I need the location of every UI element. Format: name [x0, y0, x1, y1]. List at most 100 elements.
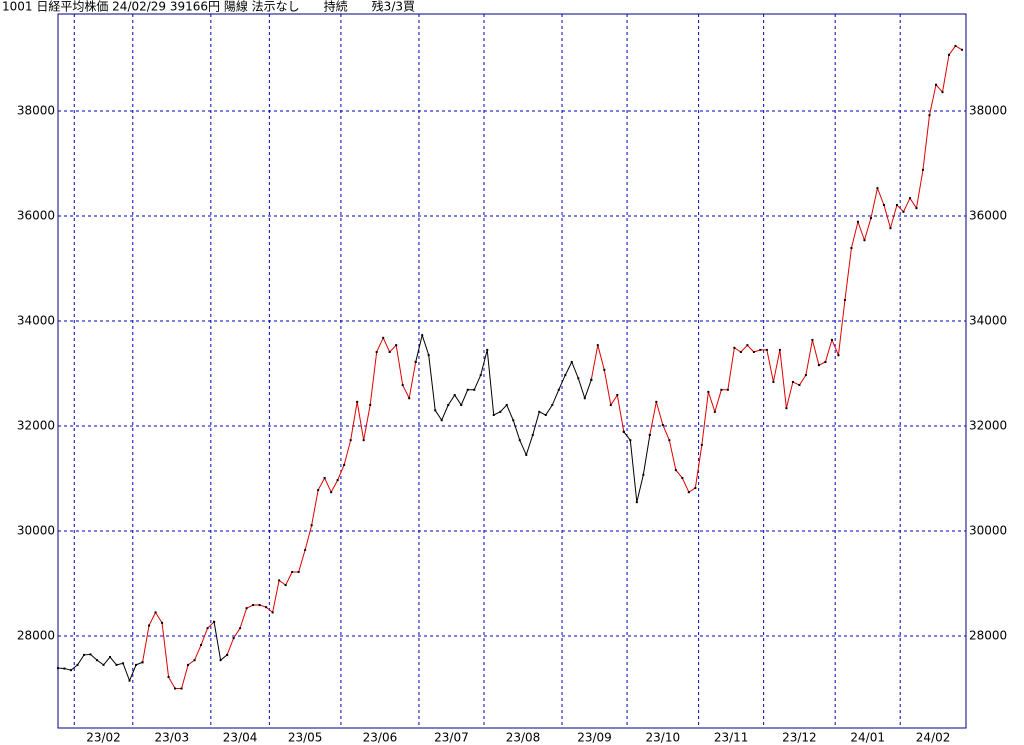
price-dot [531, 433, 534, 436]
chart-title: 1001 日経平均株価 24/02/29 39166円 陽線 法示なし 持続 残… [2, 0, 415, 14]
price-dot [518, 439, 521, 442]
price-dot [245, 607, 248, 610]
price-dot [122, 662, 125, 665]
price-dot [538, 410, 541, 413]
x-tick-label: 23/10 [646, 731, 681, 745]
x-tick-label: 23/08 [506, 731, 541, 745]
price-dot [655, 400, 658, 403]
price-dot [89, 653, 92, 656]
price-dot [687, 491, 690, 494]
price-dot [213, 620, 216, 623]
price-dot [817, 364, 820, 367]
price-dot [551, 404, 554, 407]
price-dot [369, 404, 372, 407]
y-tick-label-right: 36000 [969, 209, 1007, 223]
price-dot [843, 299, 846, 302]
price-dot [135, 663, 138, 666]
price-dot [908, 197, 911, 200]
price-line [590, 345, 625, 432]
price-dot [583, 397, 586, 400]
price-dot [635, 501, 638, 504]
price-line [142, 611, 215, 690]
price-dot [772, 380, 775, 383]
price-dot [661, 423, 664, 426]
price-dot [629, 439, 632, 442]
y-tick-label-right: 32000 [969, 419, 1007, 433]
price-dot [330, 491, 333, 494]
price-dot [681, 476, 684, 479]
price-dot [752, 350, 755, 353]
price-dot [778, 348, 781, 351]
price-dot [811, 338, 814, 341]
price-dot [564, 374, 567, 377]
price-dot [733, 346, 736, 349]
price-dot [148, 624, 151, 627]
price-dot [382, 336, 385, 339]
price-dot [252, 604, 255, 607]
price-dot [232, 637, 235, 640]
price-dot [694, 486, 697, 489]
x-tick-label: 24/01 [850, 731, 885, 745]
y-tick-label-right: 38000 [969, 104, 1007, 118]
price-dot [356, 400, 359, 403]
price-dot [570, 360, 573, 363]
price-dot [830, 338, 833, 341]
price-dot [505, 404, 508, 407]
price-dot [713, 410, 716, 413]
price-dot [876, 187, 879, 190]
price-dot [128, 679, 131, 682]
price-dot [226, 653, 229, 656]
price-dot [492, 413, 495, 416]
price-dot [590, 378, 593, 381]
price-dot [375, 350, 378, 353]
y-tick-label: 34000 [17, 314, 55, 328]
price-dot [141, 661, 144, 664]
y-tick-label-right: 34000 [969, 314, 1007, 328]
price-dot [115, 663, 118, 666]
price-line [649, 45, 963, 493]
price-dot [954, 44, 957, 47]
price-dot [63, 667, 66, 670]
price-dot [785, 407, 788, 410]
price-dot [479, 374, 482, 377]
price-line [226, 336, 417, 656]
x-tick-label: 23/12 [782, 731, 817, 745]
price-line [415, 333, 592, 457]
price-dot [434, 409, 437, 412]
price-dot [616, 394, 619, 397]
price-dot [167, 675, 170, 678]
price-dot [466, 388, 469, 391]
price-dot [304, 548, 307, 551]
price-dot [271, 611, 274, 614]
price-dot [349, 439, 352, 442]
price-dot [674, 469, 677, 472]
price-dot [460, 404, 463, 407]
price-dot [421, 334, 424, 337]
price-dot [278, 579, 281, 582]
price-dot [934, 83, 937, 86]
price-dot [895, 203, 898, 206]
x-tick-label: 23/06 [363, 731, 398, 745]
price-dot [648, 433, 651, 436]
price-dot [739, 350, 742, 353]
price-dot [961, 48, 963, 51]
price-dot [765, 348, 768, 351]
x-tick-label: 23/03 [155, 731, 190, 745]
price-dot [70, 669, 73, 672]
price-dot [804, 374, 807, 377]
price-dot [336, 479, 339, 482]
price-dot [577, 377, 580, 380]
price-dot [921, 168, 924, 171]
price-dot [109, 656, 112, 659]
price-dot [557, 388, 560, 391]
price-dot [941, 91, 944, 94]
price-dot [915, 207, 918, 210]
price-dot [96, 659, 99, 662]
x-tick-label: 24/02 [916, 731, 951, 745]
price-dot [544, 413, 547, 416]
price-dot [668, 439, 671, 442]
price-dot [603, 368, 606, 371]
price-dot [746, 344, 749, 347]
price-dot [798, 384, 801, 387]
